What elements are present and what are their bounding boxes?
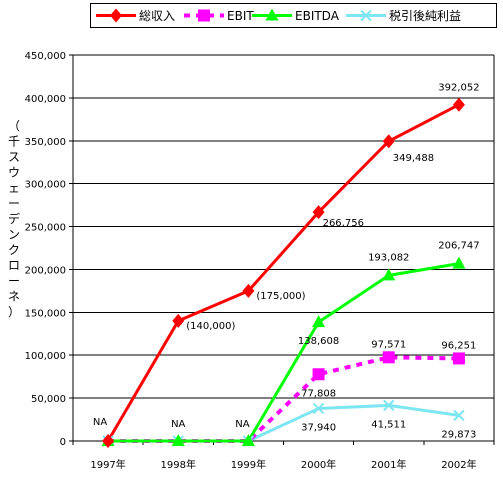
data-point bbox=[312, 368, 325, 381]
y-tick-label: 300,000 bbox=[25, 180, 66, 191]
data-point bbox=[382, 268, 396, 281]
data-point bbox=[241, 434, 255, 446]
data-point bbox=[242, 283, 255, 298]
data-point bbox=[382, 351, 395, 364]
gridlines bbox=[73, 54, 494, 399]
data-point bbox=[172, 313, 185, 328]
data-label: 138,608 bbox=[298, 336, 339, 347]
data-label: 37,940 bbox=[301, 422, 336, 433]
y-axis-label: （千スウェーデンクローネ） bbox=[8, 119, 20, 319]
series-group bbox=[101, 97, 466, 448]
y-tick-label: 0 bbox=[60, 437, 66, 448]
legend-marker bbox=[360, 9, 372, 22]
data-label: 97,571 bbox=[371, 339, 406, 350]
data-label: (140,000) bbox=[186, 321, 235, 332]
y-tick-label: 350,000 bbox=[25, 137, 66, 148]
legend-item: 総収入 bbox=[96, 8, 175, 23]
data-point bbox=[312, 205, 325, 220]
data-label: (175,000) bbox=[256, 291, 305, 302]
x-tick-label: 2000年 bbox=[301, 458, 336, 471]
data-label: 392,052 bbox=[438, 83, 479, 94]
y-tick-label: 250,000 bbox=[25, 223, 66, 234]
x-tick-label: 1998年 bbox=[161, 458, 196, 471]
x-tick-label: 2002年 bbox=[441, 458, 476, 471]
data-labels: NA (140,000) (175,000) 266,756 349,488 392,05… bbox=[93, 83, 480, 441]
y-tick-label: 400,000 bbox=[25, 94, 66, 105]
data-label: 193,082 bbox=[368, 252, 409, 263]
y-axis-title: （千スウェーデンクローネ） bbox=[8, 119, 20, 319]
data-point bbox=[312, 315, 326, 328]
y-tick-labels: 0 50,000 100,000 150,000 200,000 250,000 300,0… bbox=[25, 51, 66, 448]
legend-label: 税引後純利益 bbox=[389, 9, 461, 23]
data-label: 266,756 bbox=[323, 218, 364, 229]
series-line-0 bbox=[106, 103, 460, 442]
data-point bbox=[453, 409, 465, 422]
x-tick-label: 2001年 bbox=[371, 458, 406, 471]
legend-item: 税引後純利益 bbox=[346, 9, 461, 23]
legend: 総収入 EBIT EBITDA 税引後純利益 bbox=[90, 3, 497, 28]
data-label: 41,511 bbox=[371, 419, 406, 430]
data-point bbox=[171, 434, 185, 446]
legend-label: 総収入 bbox=[139, 9, 175, 23]
data-label: NA bbox=[171, 419, 185, 430]
legend-item: EBIT bbox=[184, 9, 254, 23]
data-label: 96,251 bbox=[441, 340, 476, 351]
y-tick-label: 100,000 bbox=[25, 351, 66, 362]
x-tick-labels: 1997年 1998年 1999年 2000年 2001年 2002年 bbox=[90, 458, 476, 471]
y-tick-label: 50,000 bbox=[31, 394, 66, 405]
data-label: 77,808 bbox=[301, 388, 336, 399]
data-point bbox=[102, 434, 115, 448]
x-tick-label: 1999年 bbox=[231, 458, 266, 471]
y-tick-label: 450,000 bbox=[25, 51, 66, 62]
legend-marker bbox=[265, 8, 279, 21]
y-tick-label: 150,000 bbox=[25, 308, 66, 319]
legend-box bbox=[90, 3, 497, 28]
data-label: NA bbox=[235, 419, 249, 430]
data-point bbox=[383, 399, 395, 412]
legend-label: EBIT bbox=[227, 9, 254, 23]
data-label: NA bbox=[93, 417, 107, 428]
legend-marker bbox=[110, 8, 122, 23]
data-label: 29,873 bbox=[441, 429, 476, 440]
legend-label: EBITDA bbox=[295, 9, 340, 23]
legend-item: EBITDA bbox=[252, 8, 340, 23]
data-point bbox=[382, 134, 395, 149]
data-point bbox=[452, 97, 465, 112]
series-line-2 bbox=[108, 262, 460, 443]
legend-marker bbox=[198, 9, 210, 22]
data-label: 349,488 bbox=[393, 153, 434, 164]
data-point bbox=[452, 256, 466, 269]
y-tick-label: 200,000 bbox=[25, 265, 66, 276]
data-label: 206,747 bbox=[438, 241, 479, 252]
data-point bbox=[312, 402, 325, 415]
x-tick-label: 1997年 bbox=[90, 458, 125, 471]
data-point bbox=[452, 352, 465, 365]
